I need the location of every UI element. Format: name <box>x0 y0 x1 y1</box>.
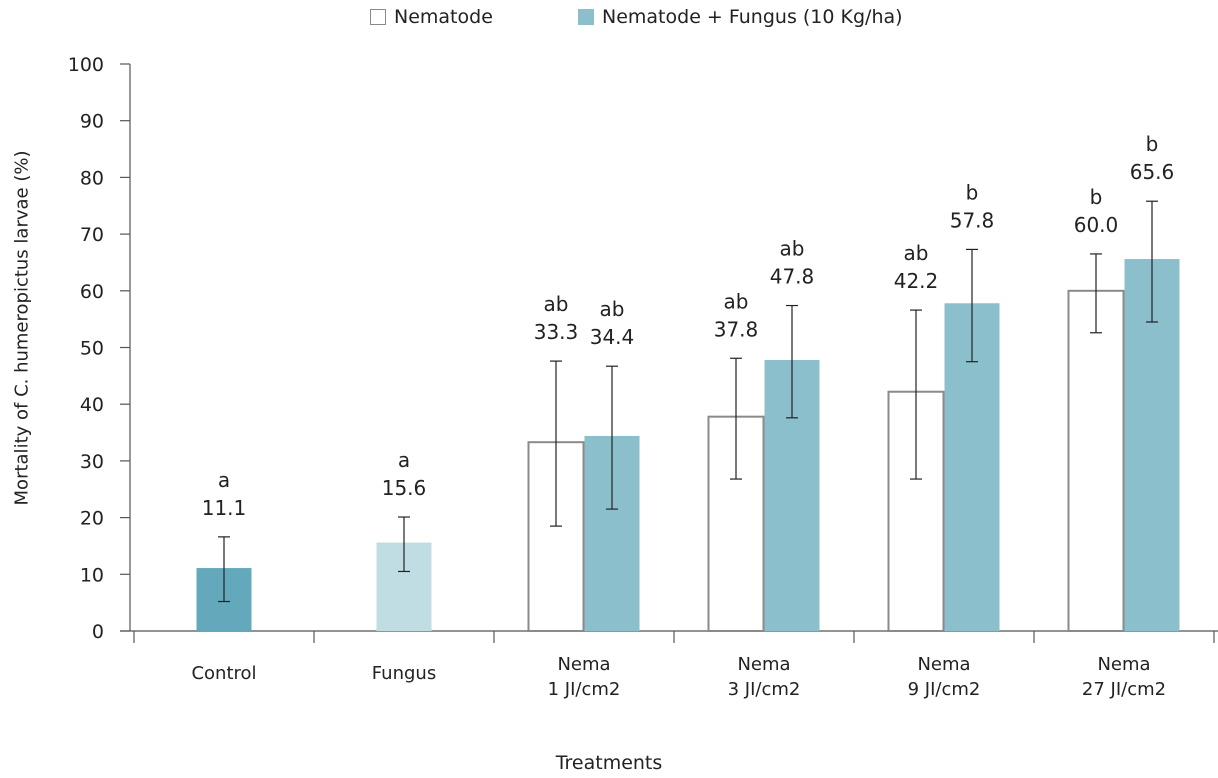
x-axis-label: Treatments <box>555 752 663 774</box>
y-tick-label: 80 <box>80 167 104 189</box>
data-label: 34.4 <box>590 325 635 349</box>
y-tick-label: 100 <box>68 54 104 76</box>
x-tick-label: Control <box>191 663 256 684</box>
data-label: 11.1 <box>202 496 247 520</box>
x-tick-label: Nema <box>1097 654 1150 675</box>
x-tick-label: Nema <box>917 654 970 675</box>
significance-letter: ab <box>724 289 749 313</box>
significance-letter: a <box>398 448 410 472</box>
x-tick-label: Nema <box>557 654 610 675</box>
data-label: 15.6 <box>382 476 427 500</box>
y-tick-label: 50 <box>80 338 104 360</box>
significance-letter: b <box>1090 185 1103 209</box>
significance-letter: ab <box>600 297 625 321</box>
y-tick-label: 10 <box>80 564 104 586</box>
y-tick-label: 0 <box>92 621 104 643</box>
significance-letter: ab <box>904 241 929 265</box>
x-tick-label: 1 JI/cm2 <box>548 679 621 700</box>
data-label: 37.8 <box>714 317 759 341</box>
y-tick-label: 40 <box>80 394 104 416</box>
x-tick-label: 3 JI/cm2 <box>728 679 801 700</box>
data-label: 57.8 <box>950 208 995 232</box>
x-tick-label: Nema <box>737 654 790 675</box>
legend-label-nematode-fungus: Nematode + Fungus (10 Kg/ha) <box>602 6 903 28</box>
significance-letter: ab <box>780 237 805 261</box>
chart-legend: Nematode Nematode + Fungus (10 Kg/ha) <box>0 6 1218 34</box>
y-tick-label: 90 <box>80 111 104 133</box>
y-tick-label: 20 <box>80 508 104 530</box>
significance-letter: ab <box>544 292 569 316</box>
significance-letter: b <box>966 180 979 204</box>
data-label: 65.6 <box>1130 160 1175 184</box>
y-tick-label: 70 <box>80 224 104 246</box>
y-tick-label: 30 <box>80 451 104 473</box>
data-label: 33.3 <box>534 320 579 344</box>
significance-letter: a <box>218 468 230 492</box>
x-tick-label: 27 JI/cm2 <box>1082 679 1166 700</box>
y-tick-label: 60 <box>80 281 104 303</box>
x-tick-label: 9 JI/cm2 <box>908 679 981 700</box>
legend-item-nematode-fungus: Nematode + Fungus (10 Kg/ha) <box>578 6 903 28</box>
data-label: 42.2 <box>894 269 939 293</box>
legend-swatch-nematode-fungus <box>578 9 594 25</box>
x-tick-label: Fungus <box>372 663 436 684</box>
legend-swatch-nematode <box>370 9 386 25</box>
data-label: 60.0 <box>1074 213 1119 237</box>
significance-letter: b <box>1146 132 1159 156</box>
legend-item-nematode: Nematode <box>370 6 493 28</box>
data-label: 47.8 <box>770 265 815 289</box>
bar <box>1067 289 1125 632</box>
legend-label-nematode: Nematode <box>394 6 493 28</box>
